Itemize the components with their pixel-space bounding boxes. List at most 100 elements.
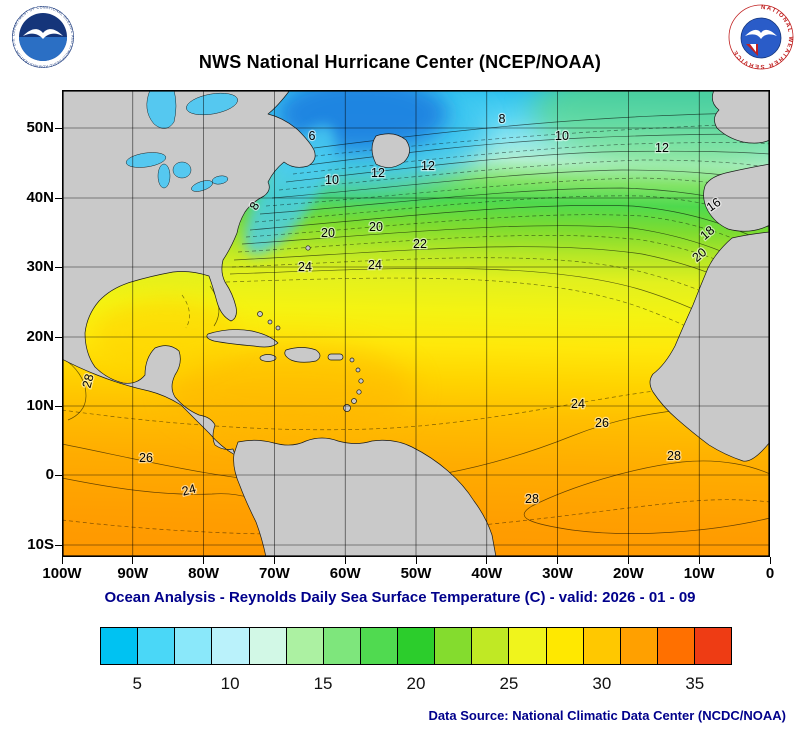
- y-tick-mark: [55, 127, 62, 129]
- gulf-of-mexico-overlay: [95, 299, 239, 371]
- lake-ontario: [211, 175, 229, 185]
- colorbar-tick-label: 20: [406, 674, 426, 693]
- antilles-island: [355, 367, 361, 373]
- x-tick-mark: [557, 557, 559, 564]
- x-tick-mark: [273, 557, 275, 564]
- lake-superior: [125, 152, 167, 168]
- y-tick-mark: [55, 266, 62, 268]
- lake-michigan: [157, 163, 171, 189]
- nws-gull-icon: [745, 29, 777, 39]
- colorbar-tick-label: 5: [132, 674, 142, 693]
- contour-label: 26: [139, 451, 153, 465]
- noaa-gull-icon: [23, 29, 63, 39]
- contour-label: 10: [555, 129, 569, 143]
- jamaica-island: [259, 354, 277, 362]
- contour-label: 12: [655, 141, 669, 155]
- x-tick-mark: [415, 557, 417, 564]
- colorbar-cell: [101, 628, 139, 664]
- colorbar-tick-label: 30: [592, 674, 612, 693]
- bahamas-island: [257, 311, 263, 317]
- x-tick-label: 0: [765, 565, 775, 582]
- colorbar-cell: [472, 628, 510, 664]
- colorbar-cell: [657, 628, 695, 664]
- contour-label: 6: [309, 129, 316, 143]
- colorbar-cell: [175, 628, 213, 664]
- y-tick-mark: [55, 544, 62, 546]
- trinidad-island: [343, 404, 351, 412]
- x-tick-label: 10W: [683, 565, 715, 582]
- antilles-island: [358, 378, 364, 384]
- y-tick-label: 40N: [26, 189, 54, 206]
- south-america-land: [233, 437, 497, 557]
- sst-map: 6 8 10 12 8 10 12 12 16 18 20 20 20 22 24 24 24 26 28 28 26 2…: [62, 90, 771, 557]
- contour-label: 8: [499, 112, 506, 126]
- colorbar-cell: [546, 628, 584, 664]
- bahamas-island: [267, 319, 273, 325]
- colorbar-tick-label: 25: [499, 674, 519, 693]
- contour-label: 20: [369, 220, 383, 234]
- colorbar-cell: [249, 628, 287, 664]
- antilles-island: [351, 398, 357, 404]
- y-tick-label: 20N: [26, 328, 54, 345]
- x-tick-mark: [344, 557, 346, 564]
- y-tick-mark: [55, 197, 62, 199]
- x-tick-label: 100W: [42, 565, 82, 582]
- antilles-island: [349, 357, 355, 363]
- x-tick-label: 30W: [542, 565, 574, 582]
- contour-label: 12: [371, 166, 385, 180]
- y-tick-mark: [55, 474, 62, 476]
- map-frame: [62, 90, 771, 557]
- y-tick-label: 10N: [26, 397, 54, 414]
- cuba-island: [206, 329, 279, 348]
- x-tick-mark: [132, 557, 134, 564]
- caption: Ocean Analysis - Reynolds Daily Sea Surf…: [104, 589, 696, 606]
- nws-logo: NATIONAL WEATHER SERVICE: [728, 4, 794, 70]
- colorbar-cell: [435, 628, 473, 664]
- antilles-island: [356, 389, 362, 395]
- x-tick-mark: [769, 557, 771, 564]
- noaa-logo: NATIONAL OCEANIC AND ATMOSPHERIC ADMINIS…: [12, 6, 74, 68]
- iberia-land: [703, 163, 770, 232]
- colorbar-cell: [286, 628, 324, 664]
- colorbar-cell: [398, 628, 436, 664]
- data-source: Data Source: National Climatic Data Cent…: [428, 708, 786, 723]
- colorbar-cell: [212, 628, 250, 664]
- puerto-rico-island: [327, 353, 344, 361]
- y-tick-label: 0: [45, 466, 54, 483]
- contour-label: 24: [298, 260, 312, 274]
- y-tick-label: 10S: [27, 536, 54, 553]
- land-masses: [62, 90, 770, 557]
- colorbar-cell: [620, 628, 658, 664]
- y-tick-label: 50N: [26, 119, 54, 136]
- contour-label: 20: [321, 226, 335, 240]
- page-title: NWS National Hurricane Center (NCEP/NOAA…: [198, 52, 602, 72]
- y-tick-mark: [55, 405, 62, 407]
- inland-water: [125, 90, 238, 192]
- x-tick-mark: [61, 557, 63, 564]
- hispaniola-island: [284, 347, 321, 363]
- x-tick-label: 80W: [188, 565, 220, 582]
- lake-huron: [172, 161, 192, 179]
- x-tick-label: 60W: [329, 565, 361, 582]
- colorbar-cell: [323, 628, 361, 664]
- contour-label: 28: [525, 492, 539, 506]
- x-tick-label: 70W: [258, 565, 290, 582]
- noaa-seal-sea: [19, 37, 67, 61]
- hudson-bay-east: [186, 92, 238, 116]
- graticule: [62, 90, 770, 557]
- contour-label: 24: [180, 482, 197, 499]
- contour-label: 10: [325, 173, 339, 187]
- contour-label: 28: [80, 372, 97, 389]
- colorbar-tick-label: 35: [685, 674, 705, 693]
- y-tick-mark: [55, 336, 62, 338]
- contour-label: 12: [421, 159, 435, 173]
- x-tick-label: 50W: [400, 565, 432, 582]
- bahamas-island: [275, 325, 281, 331]
- colorbar: [100, 627, 732, 665]
- africa-land: [649, 231, 770, 462]
- x-tick-mark: [486, 557, 488, 564]
- contour-label: 28: [667, 449, 681, 463]
